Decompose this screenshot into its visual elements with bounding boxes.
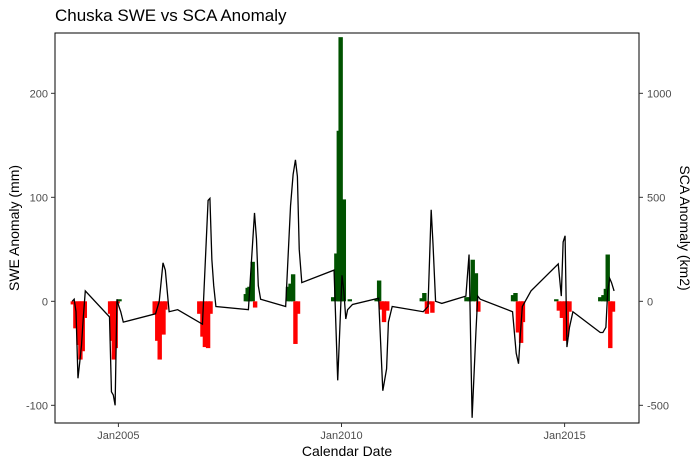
sca-bar [163, 301, 168, 310]
y2-tick-label: 500 [647, 192, 665, 204]
swe-anomaly-line [71, 159, 615, 418]
sca-bar [117, 299, 122, 302]
sca-bar [78, 301, 83, 360]
y2-tick-label: -500 [647, 400, 669, 412]
y2-tick-label: 1000 [647, 88, 671, 100]
sca-bar [250, 261, 255, 302]
sca-bar [379, 301, 384, 310]
swe-anomaly-line-layer [71, 159, 615, 418]
sca-bar [330, 297, 336, 302]
sca-bar [73, 301, 78, 329]
sca-bar [202, 301, 208, 348]
sca-bar [208, 301, 213, 314]
x-tick-label: Jan2010 [320, 430, 362, 442]
sca-bar [338, 37, 343, 302]
sca-bar [288, 283, 293, 302]
sca-bar [70, 301, 76, 305]
sca-bar [430, 301, 435, 313]
sca-bar [556, 301, 562, 311]
sca-bar [473, 273, 479, 302]
sca-bar [427, 301, 432, 305]
right-y-axis: -500 0 500 1000 [639, 88, 671, 412]
sca-bar [520, 301, 526, 323]
sca-bar [422, 293, 427, 302]
y2-tick-label: 0 [647, 296, 653, 308]
x-tick-label: Jan2015 [543, 430, 585, 442]
sca-bar [419, 298, 424, 302]
sca-bar [559, 301, 565, 318]
sca-bar [376, 280, 382, 302]
sca-bar [205, 301, 211, 349]
sca-bar [113, 301, 118, 349]
y-tick-label: 0 [42, 296, 48, 308]
left-y-axis: -100 0 100 200 [26, 88, 55, 412]
sca-bar [476, 301, 481, 312]
sca-bar [155, 301, 160, 341]
sca-bar [197, 301, 202, 314]
sca-bar [347, 299, 353, 302]
sca-bar [252, 301, 258, 308]
y-tick-label: -100 [26, 400, 48, 412]
sca-bar [385, 301, 390, 311]
y-tick-label: 100 [30, 192, 48, 204]
sca-bar [381, 301, 387, 323]
sca-bar [374, 299, 379, 302]
y-tick-label: 200 [30, 88, 48, 100]
left-y-axis-title: SWE Anomaly (mm) [6, 165, 22, 291]
sca-bar [464, 297, 469, 302]
x-axis-title: Calendar Date [302, 443, 392, 459]
chart-title: Chuska SWE vs SCA Anomaly [55, 6, 287, 25]
plot-frame [54, 32, 640, 424]
sca-anomaly-bars [70, 37, 616, 360]
sca-bar [567, 301, 572, 312]
sca-bar [608, 301, 613, 349]
sca-bar [601, 295, 606, 302]
sca-bar [334, 253, 339, 302]
sca-bar [295, 301, 301, 314]
sca-bar [554, 299, 559, 302]
sca-bar [605, 254, 610, 302]
sca-bar [293, 301, 298, 344]
x-axis: Jan2005 Jan2010 Jan2015 [97, 423, 586, 442]
sca-bar [515, 301, 521, 333]
sca-bar [157, 301, 162, 360]
right-y-axis-title: SCA Anomaly (km2) [677, 165, 693, 290]
sca-bar [290, 274, 296, 302]
sca-bar [513, 293, 518, 302]
x-tick-label: Jan2005 [97, 430, 139, 442]
sca-bar [510, 295, 516, 302]
sca-bar [285, 286, 291, 302]
sca-bar [610, 301, 616, 312]
sca-bar [82, 301, 88, 318]
sca-bar [341, 199, 347, 302]
sca-bar [598, 297, 603, 302]
sca-bar [161, 301, 166, 335]
sca-bar [470, 259, 475, 302]
sca-bar [152, 301, 157, 314]
